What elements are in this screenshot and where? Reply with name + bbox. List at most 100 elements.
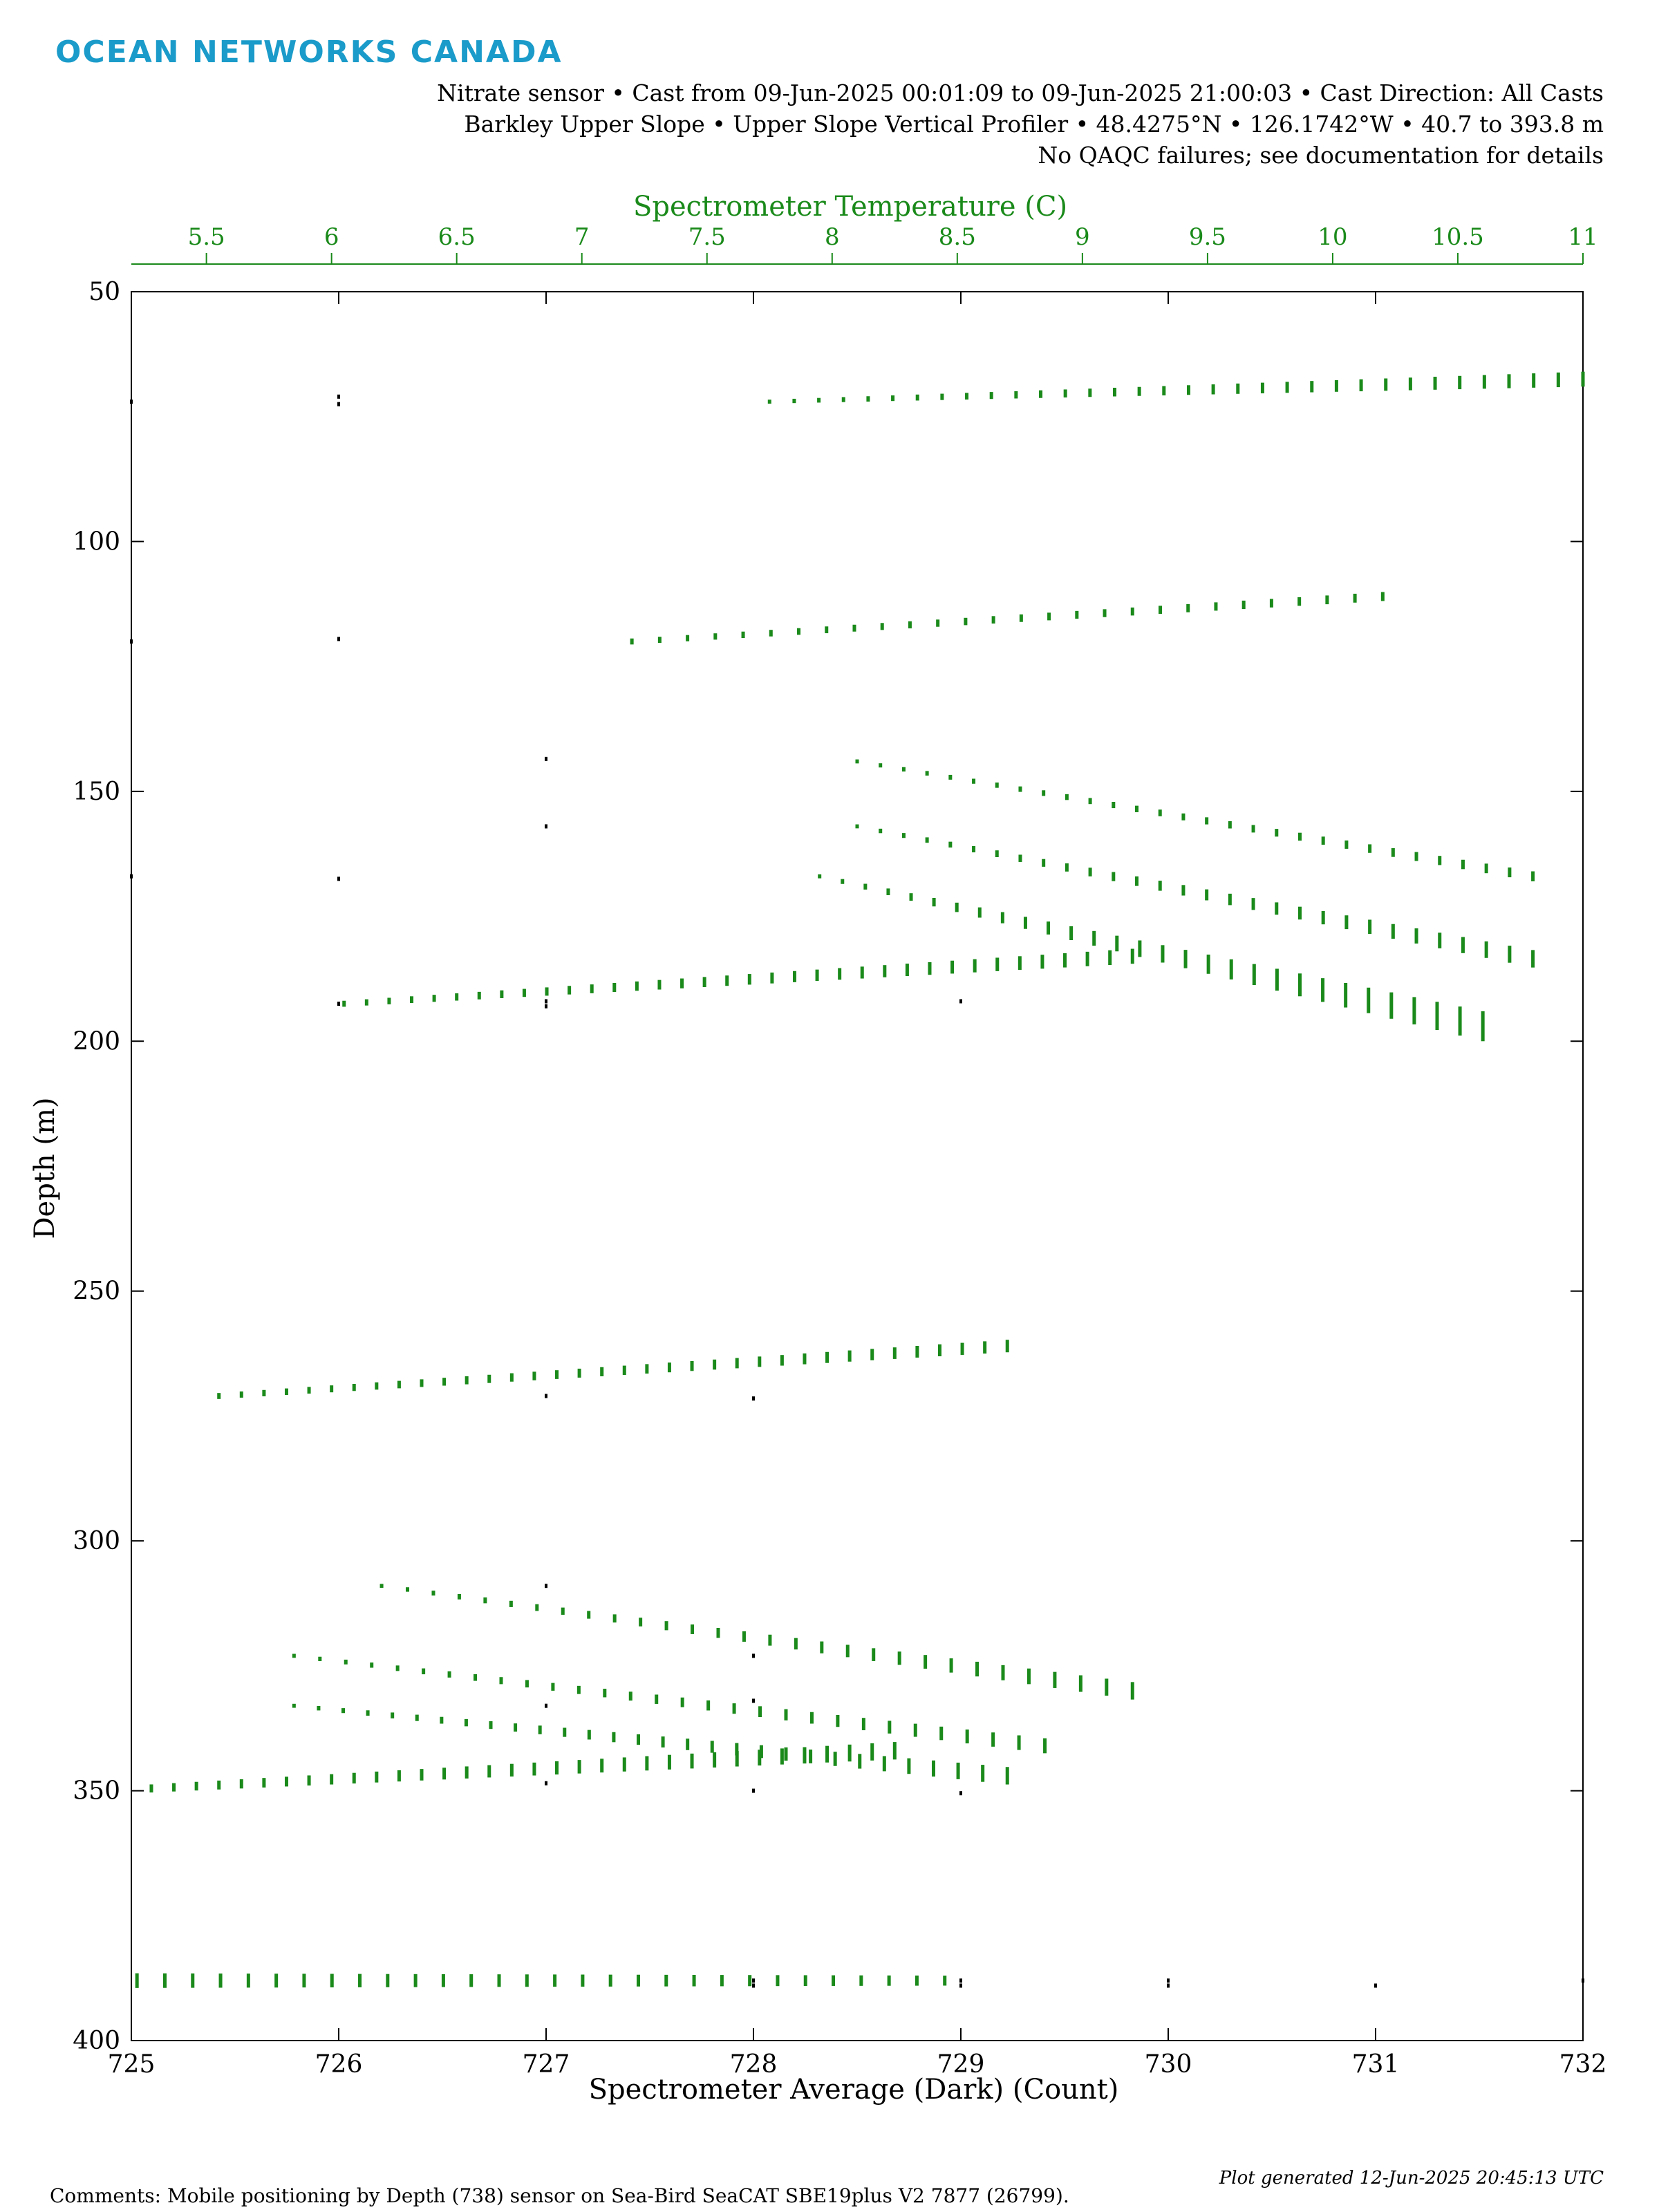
temperature-point (262, 1778, 266, 1788)
temperature-point (1183, 950, 1188, 968)
dark-count-point (337, 394, 340, 399)
temperature-point (780, 1355, 784, 1366)
temperature-point (995, 957, 1000, 971)
temperature-point (292, 1653, 296, 1658)
top-temperature-axis: 5.5 6 6.5 7 7.5 8 8.5 9 9.5 10 10.5 11 (131, 223, 1598, 265)
temperature-point (1206, 954, 1210, 974)
temperature-point (1158, 809, 1162, 816)
x-tick-label: 727 (523, 2050, 570, 2079)
temperature-point (1135, 876, 1139, 886)
temperature-point (1389, 992, 1394, 1019)
temperature-point (870, 1743, 874, 1761)
temperature-point (587, 1611, 591, 1619)
temperature-point (1043, 1738, 1047, 1754)
temperature-point (925, 771, 929, 776)
y-tick-label: 150 (73, 778, 120, 806)
temperature-point (441, 1974, 445, 1987)
temperature-point (1297, 906, 1302, 920)
temperature-point (1408, 377, 1412, 391)
temperature-point (635, 981, 639, 991)
temperature-point (686, 635, 690, 641)
dark-count-point (752, 1983, 755, 1988)
temperature-point (897, 1651, 901, 1665)
temperature-point (886, 888, 890, 896)
temperature-point (1482, 375, 1486, 389)
data-marks (130, 371, 1585, 1988)
temperature-point (1297, 832, 1302, 841)
temperature-point (239, 1391, 243, 1398)
temperature-point (1241, 600, 1246, 610)
temperature-point (1040, 955, 1044, 969)
temperature-point (1130, 1682, 1134, 1700)
temperature-point (172, 1783, 176, 1792)
temperature-point (909, 893, 913, 901)
top-tick-label: 8.5 (939, 223, 976, 251)
temperature-point (855, 824, 859, 829)
temperature-point (395, 1665, 400, 1671)
temperature-point (509, 1373, 514, 1382)
top-tick-label: 7 (574, 223, 590, 251)
temperature-point (767, 400, 771, 404)
temperature-point (1023, 917, 1027, 929)
temperature-point (667, 1754, 671, 1770)
temperature-point (442, 1768, 447, 1780)
temperature-point (841, 879, 845, 884)
temperature-point (797, 628, 801, 635)
temperature-point (975, 1661, 980, 1677)
temperature-point (818, 874, 822, 879)
temperature-point (838, 968, 842, 980)
temperature-point (948, 841, 953, 848)
temperature-point (972, 778, 976, 784)
dark-count-point (337, 637, 340, 641)
temperature-point (995, 782, 999, 788)
comments-note: Comments: Mobile positioning by Depth (7… (50, 2184, 1069, 2207)
temperature-point (690, 1753, 694, 1769)
temperature-point (1112, 387, 1116, 397)
temperature-point (1285, 382, 1289, 393)
temperature-point (1269, 599, 1273, 608)
temperature-point (455, 993, 459, 1001)
temperature-point (1275, 902, 1279, 915)
temperature-point (1391, 848, 1395, 857)
temperature-point (514, 1723, 518, 1732)
temperature-point (803, 1975, 807, 1987)
temperature-point (758, 1356, 762, 1367)
temperature-point (555, 1370, 559, 1379)
temperature-point (420, 1379, 424, 1387)
temperature-point (1162, 386, 1166, 396)
temperature-point (330, 1974, 334, 1988)
temperature-point (1186, 385, 1190, 395)
plot-area-border (131, 291, 1584, 2041)
temperature-point (397, 1770, 401, 1782)
dark-count-point (545, 1004, 547, 1009)
temperature-point (600, 1367, 604, 1377)
temperature-point (568, 986, 572, 995)
temperature-point (509, 1763, 514, 1777)
temperature-point (1435, 1002, 1439, 1031)
temperature-point (655, 1694, 659, 1704)
temperature-point (742, 1631, 746, 1642)
dark-count-point (337, 402, 340, 406)
temperature-point (956, 1762, 960, 1779)
temperature-point (858, 1754, 862, 1769)
temperature-point (1159, 606, 1163, 615)
temperature-point (879, 763, 883, 768)
temperature-point (1321, 836, 1325, 845)
plot-frame (131, 291, 1584, 2041)
temperature-point (1260, 382, 1264, 394)
temperature-point (262, 1389, 266, 1396)
temperature-point (735, 1743, 739, 1756)
plot-header: Nitrate sensor • Cast from 09-Jun-2025 0… (437, 77, 1604, 171)
temperature-point (901, 833, 906, 838)
top-tick-label: 6 (324, 223, 339, 251)
temperature-point (936, 619, 940, 627)
temperature-point (1047, 921, 1051, 935)
top-tick-label: 5.5 (188, 223, 225, 251)
temperature-point (847, 1744, 852, 1762)
temperature-point (1005, 1340, 1009, 1353)
temperature-point (1438, 932, 1442, 948)
temperature-point (735, 1751, 739, 1767)
temperature-point (901, 767, 906, 772)
top-tick-label: 10 (1318, 223, 1347, 251)
